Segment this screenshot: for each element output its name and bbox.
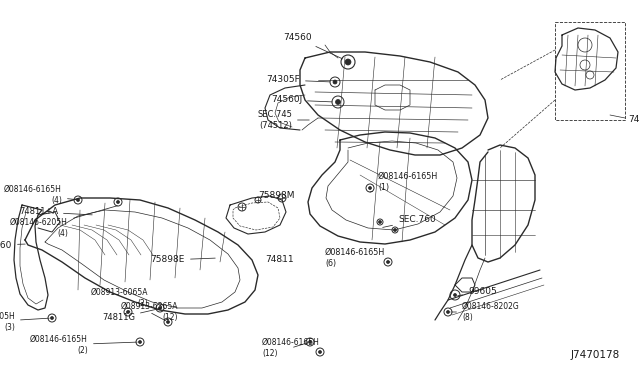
Text: SEC.760: SEC.760: [383, 215, 436, 227]
Circle shape: [387, 260, 390, 263]
Circle shape: [369, 186, 371, 189]
Text: J7470178: J7470178: [571, 350, 620, 360]
Text: 75898M: 75898M: [259, 190, 295, 199]
Circle shape: [454, 294, 456, 296]
Text: Ø08146-6165H
(1): Ø08146-6165H (1): [370, 172, 438, 192]
Text: Ø08136-8205H
(3): Ø08136-8205H (3): [0, 312, 49, 332]
Text: 74305F: 74305F: [266, 76, 330, 84]
Text: 75898E: 75898E: [150, 256, 215, 264]
Circle shape: [308, 340, 312, 343]
Circle shape: [159, 307, 161, 310]
Circle shape: [394, 228, 397, 231]
Circle shape: [378, 221, 381, 224]
Text: 74931X: 74931X: [628, 115, 640, 124]
Text: Ø08913-6365A
(12): Ø08913-6365A (12): [120, 302, 178, 322]
Circle shape: [333, 80, 337, 84]
Text: Ø08146-6165H
(12): Ø08146-6165H (12): [262, 338, 320, 358]
Circle shape: [116, 201, 120, 203]
Text: Ø08146-8202G
(8): Ø08146-8202G (8): [451, 302, 520, 322]
Circle shape: [345, 59, 351, 65]
Circle shape: [138, 340, 141, 343]
Text: Ø08146-6165H
(6): Ø08146-6165H (6): [325, 248, 390, 268]
Text: 620660: 620660: [0, 241, 25, 250]
Text: Ø08913-6065A
(2): Ø08913-6065A (2): [90, 288, 148, 312]
Text: SEC.745
(74512): SEC.745 (74512): [257, 110, 309, 130]
Circle shape: [77, 199, 79, 202]
Circle shape: [335, 99, 340, 105]
Text: 74811: 74811: [265, 256, 294, 264]
Text: Ø08146-6165H
(4): Ø08146-6165H (4): [4, 185, 77, 205]
Text: 99605: 99605: [458, 288, 497, 296]
Circle shape: [319, 350, 321, 353]
Text: 74560J: 74560J: [271, 96, 332, 105]
Text: Ø08146-6205H
(4): Ø08146-6205H (4): [10, 206, 117, 238]
Circle shape: [127, 311, 129, 314]
Text: 74811G: 74811G: [102, 309, 159, 323]
Circle shape: [447, 311, 449, 314]
Circle shape: [51, 317, 54, 320]
Text: Ø08146-6165H
(2): Ø08146-6165H (2): [30, 335, 137, 355]
Circle shape: [166, 321, 170, 324]
Text: 74811+A: 74811+A: [19, 208, 92, 217]
Text: 74560: 74560: [284, 33, 342, 59]
